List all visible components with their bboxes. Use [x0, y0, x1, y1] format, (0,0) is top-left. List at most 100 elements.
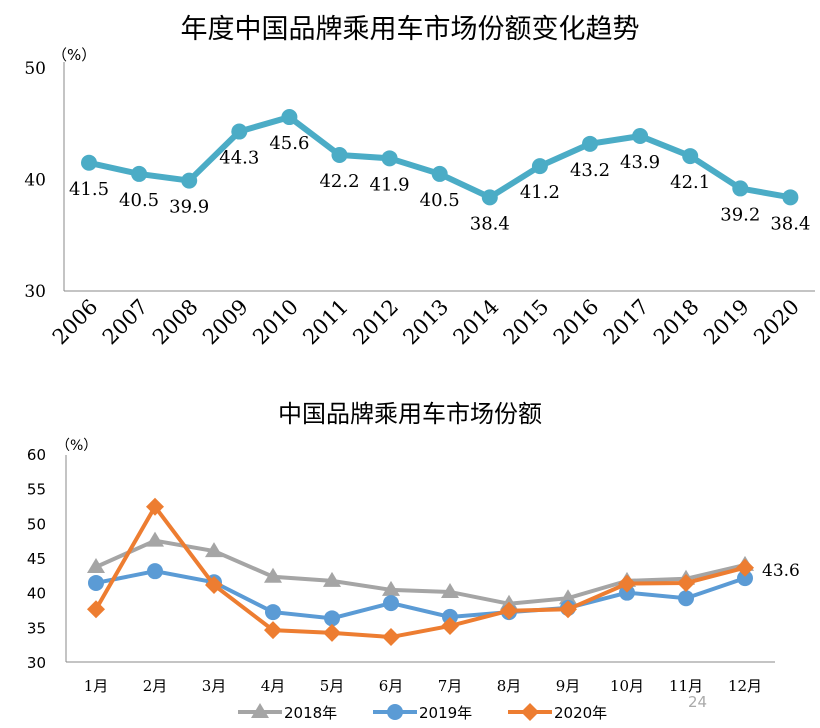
data-point	[782, 189, 799, 206]
x-tick-label: 9月	[556, 677, 581, 695]
data-point	[147, 563, 163, 580]
legend-marker	[387, 704, 403, 720]
data-point	[264, 567, 282, 583]
data-label: 44.3	[219, 148, 259, 169]
chart2-unit: （%）	[56, 438, 97, 454]
data-point	[678, 590, 694, 607]
legend-label: 2020年	[554, 704, 607, 722]
data-label: 42.1	[670, 172, 710, 193]
data-point	[324, 610, 340, 627]
data-point	[500, 601, 518, 620]
data-label: 39.9	[169, 197, 209, 218]
x-tick-label: 2006	[48, 295, 103, 350]
data-point	[281, 109, 298, 126]
data-label: 40.5	[420, 190, 460, 211]
data-point	[88, 574, 104, 591]
data-point	[382, 580, 400, 596]
x-tick-label: 8月	[497, 677, 522, 695]
data-label: 41.2	[520, 182, 560, 203]
y-tick-label: 35	[27, 619, 46, 637]
data-label: 38.4	[470, 213, 510, 234]
x-tick-label: 2月	[143, 677, 168, 695]
data-point	[682, 148, 699, 165]
data-label: 42.2	[319, 171, 359, 192]
data-point	[559, 600, 577, 619]
legend-marker	[521, 703, 539, 721]
y-tick-label: 30	[24, 282, 46, 302]
data-point	[146, 497, 164, 516]
data-point	[531, 158, 548, 175]
legend-label: 2018年	[284, 704, 337, 722]
x-tick-label: 2016	[549, 295, 604, 350]
data-point	[381, 150, 398, 167]
data-point	[87, 600, 105, 619]
data-point	[677, 573, 695, 592]
data-point	[146, 531, 164, 547]
x-tick-label: 1月	[84, 677, 109, 695]
legend-marker	[251, 703, 269, 718]
series-line-2020年	[94, 503, 746, 640]
y-tick-label: 50	[27, 515, 46, 533]
x-tick-label: 2019	[699, 295, 754, 350]
y-tick-label: 45	[27, 550, 46, 568]
data-point	[619, 584, 635, 601]
data-point	[383, 595, 399, 612]
data-point	[618, 574, 636, 593]
data-point	[736, 558, 754, 577]
x-tick-label: 3月	[202, 677, 227, 695]
x-tick-label: 2009	[198, 295, 253, 350]
data-point	[231, 123, 248, 140]
chart2-title: 中国品牌乘用车市场份额	[278, 400, 542, 428]
x-tick-label: 5月	[320, 677, 345, 695]
x-tick-label: 2017	[599, 295, 654, 350]
chart1-title: 年度中国品牌乘用车市场份额变化趋势	[181, 14, 640, 45]
series-line-2019年	[95, 569, 746, 621]
data-label: 45.6	[269, 133, 309, 154]
x-tick-label: 4月	[261, 677, 286, 695]
x-tick-label: 2007	[98, 295, 153, 350]
y-tick-label: 40	[27, 585, 46, 603]
x-tick-label: 2014	[449, 295, 504, 350]
data-point	[737, 570, 753, 587]
x-tick-label: 2008	[148, 295, 203, 350]
data-point	[323, 571, 341, 587]
data-point	[559, 589, 577, 605]
data-point	[632, 128, 649, 145]
data-label: 40.5	[119, 190, 159, 211]
x-tick-label: 2010	[248, 295, 303, 350]
y-tick-label: 55	[27, 481, 46, 499]
data-point	[81, 154, 97, 171]
data-point	[481, 189, 498, 206]
x-tick-label: 2011	[298, 295, 353, 350]
x-tick-label: 7月	[438, 677, 463, 695]
x-tick-label: 6月	[379, 677, 404, 695]
x-tick-label: 2012	[348, 295, 403, 350]
x-tick-label: 11月	[669, 677, 703, 695]
data-point	[431, 165, 448, 182]
data-point	[441, 582, 459, 598]
x-tick-label: 12月	[728, 677, 762, 695]
x-tick-label: 2018	[649, 295, 704, 350]
data-point	[331, 146, 348, 163]
data-point	[323, 623, 341, 642]
data-label: 41.9	[370, 174, 410, 195]
data-point	[264, 621, 282, 640]
data-point	[442, 608, 458, 625]
y-tick-label: 50	[24, 59, 46, 79]
x-tick-label: 2020	[749, 295, 804, 350]
data-point	[382, 628, 400, 647]
chart2-end-label: 43.6	[762, 561, 800, 581]
x-tick-label: 2013	[398, 295, 453, 350]
data-label: 43.2	[570, 160, 610, 181]
page-number: 24	[688, 693, 707, 711]
y-tick-label: 40	[24, 171, 46, 191]
series-line-2018年	[95, 538, 746, 606]
x-tick-label: 10月	[610, 677, 644, 695]
y-tick-label: 60	[27, 446, 46, 464]
y-tick-label: 30	[27, 654, 46, 672]
data-point	[582, 135, 598, 152]
data-point	[205, 576, 223, 595]
data-point	[131, 165, 148, 182]
data-point	[441, 616, 459, 635]
